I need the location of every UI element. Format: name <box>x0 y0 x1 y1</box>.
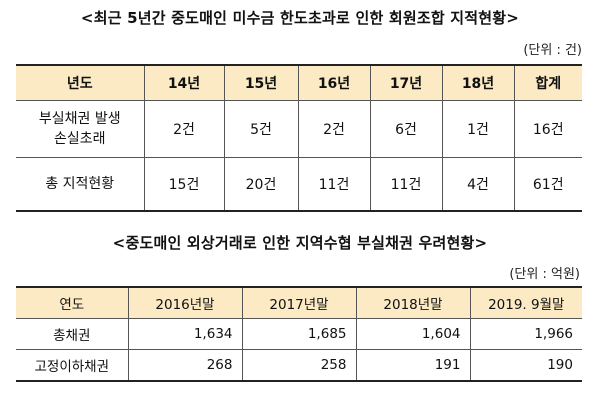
row-label-line: 손실초래 <box>53 131 106 147</box>
table-cell: 15건 <box>143 157 225 211</box>
table-cell: 4건 <box>441 157 515 211</box>
row-label-line: 부실채권 발생 <box>38 111 121 127</box>
header-cell: 16년 <box>297 65 371 101</box>
header-cell: 2019. 9월말 <box>469 287 582 319</box>
table-cell: 191 <box>355 349 471 381</box>
table-row: 부실채권 발생 손실초래 2건 5건 2건 6건 1건 16건 <box>16 100 582 158</box>
table-cell: 2건 <box>143 100 225 158</box>
header-cell: 년도 <box>16 65 145 101</box>
table-cell: 1,685 <box>241 318 357 350</box>
bad-debt-risk-table: 연도 2016년말 2017년말 2018년말 2019. 9월말 총채권 1,… <box>16 286 582 382</box>
table-cell: 16건 <box>513 100 582 158</box>
header-cell: 합계 <box>513 65 582 101</box>
table-header-row: 년도 14년 15년 16년 17년 18년 합계 <box>16 65 582 101</box>
table-cell: 11건 <box>297 157 371 211</box>
table-header-row: 연도 2016년말 2017년말 2018년말 2019. 9월말 <box>16 287 582 319</box>
table-cell: 1건 <box>441 100 515 158</box>
row-label: 총 지적현황 <box>16 157 145 211</box>
header-cell: 2017년말 <box>241 287 357 319</box>
header-cell: 14년 <box>143 65 225 101</box>
table-cell: 5건 <box>223 100 299 158</box>
table-cell: 20건 <box>223 157 299 211</box>
table-cell: 268 <box>127 349 243 381</box>
header-cell: 15년 <box>223 65 299 101</box>
table1-unit: (단위 : 건) <box>523 43 582 58</box>
table-cell: 1,966 <box>469 318 582 350</box>
table-cell: 61건 <box>513 157 582 211</box>
table-cell: 11건 <box>369 157 443 211</box>
table-row: 총 지적현황 15건 20건 11건 11건 4건 61건 <box>16 157 582 211</box>
header-cell: 연도 <box>16 287 129 319</box>
audit-status-table: 년도 14년 15년 16년 17년 18년 합계 부실채권 발생 손실초래 2… <box>16 64 582 212</box>
table2-title: <중도매인 외상거래로 인한 지역수협 부실채권 우려현황> <box>112 234 488 252</box>
table-cell: 1,634 <box>127 318 243 350</box>
table-cell: 1,604 <box>355 318 471 350</box>
header-cell: 18년 <box>441 65 515 101</box>
row-label: 고정이하채권 <box>16 349 129 381</box>
table-cell: 190 <box>469 349 582 381</box>
table2-unit: (단위 : 억원) <box>509 267 580 282</box>
header-cell: 17년 <box>369 65 443 101</box>
table1-title: <최근 5년간 중도매인 미수금 한도초과로 인한 회원조합 지적현황> <box>80 9 520 27</box>
header-cell: 2018년말 <box>355 287 471 319</box>
header-cell: 2016년말 <box>127 287 243 319</box>
table-cell: 2건 <box>297 100 371 158</box>
table-row: 고정이하채권 268 258 191 190 <box>16 349 582 381</box>
row-label: 부실채권 발생 손실초래 <box>16 100 145 158</box>
table-row: 총채권 1,634 1,685 1,604 1,966 <box>16 318 582 350</box>
table-cell: 6건 <box>369 100 443 158</box>
table-cell: 258 <box>241 349 357 381</box>
row-label: 총채권 <box>16 318 129 350</box>
